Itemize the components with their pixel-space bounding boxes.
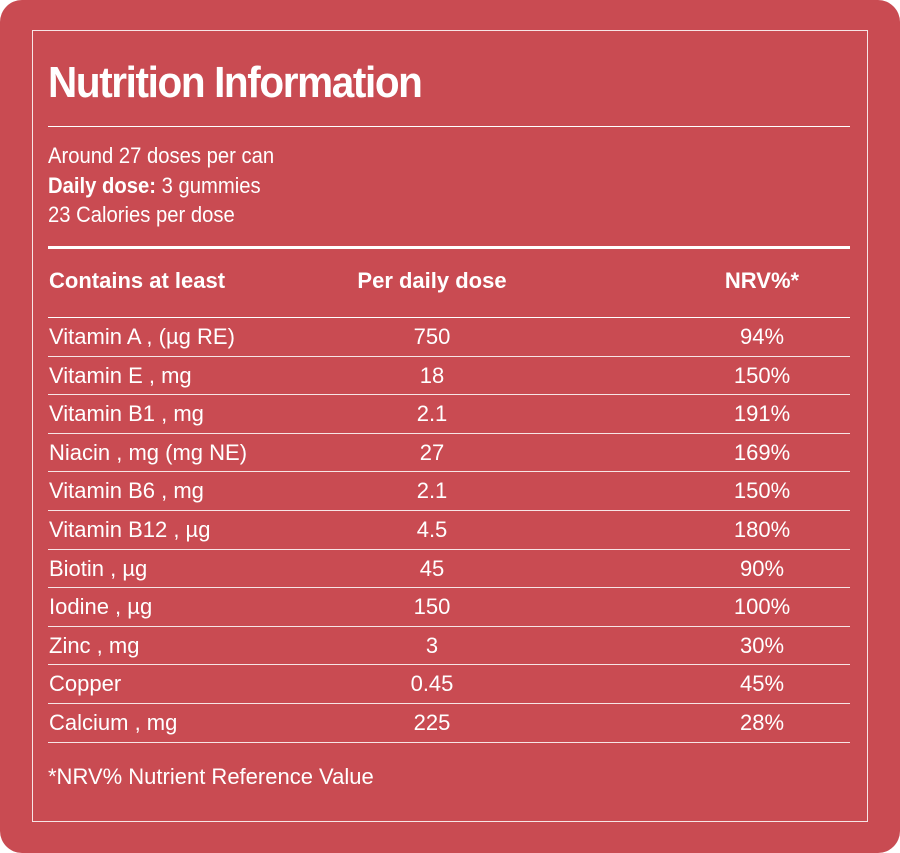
divider-header bbox=[48, 317, 850, 318]
serving-info: Around 27 doses per can Daily dose: 3 gu… bbox=[48, 141, 274, 230]
doses-per-can: Around 27 doses per can bbox=[48, 143, 275, 168]
table-row: Zinc , mg 3 30% bbox=[48, 627, 850, 665]
per-daily-dose-value: 18 bbox=[419, 362, 445, 388]
per-daily-dose-value: 2.1 bbox=[416, 401, 448, 427]
nrv-value: 150% bbox=[733, 478, 791, 504]
header-per-daily-dose: Per daily dose bbox=[357, 268, 507, 293]
nutrient-name: Vitamin B1 , mg bbox=[49, 401, 204, 427]
nrv-value: 30% bbox=[739, 632, 785, 658]
nrv-value: 150% bbox=[733, 362, 791, 388]
nrv-value: 45% bbox=[739, 671, 785, 697]
nrv-value: 191% bbox=[733, 401, 791, 427]
row-divider bbox=[48, 510, 850, 511]
divider-title bbox=[48, 126, 850, 127]
nutrient-name: Vitamin B12 , µg bbox=[49, 517, 211, 542]
divider-thick bbox=[48, 246, 850, 249]
header-nrv: NRV%* bbox=[724, 268, 800, 293]
row-divider bbox=[48, 355, 850, 357]
header-nutrient: Contains at least bbox=[49, 268, 226, 293]
nrv-value: 94% bbox=[739, 324, 785, 349]
nutrient-name: Vitamin A , (µg RE) bbox=[49, 324, 235, 349]
per-daily-dose-value: 45 bbox=[419, 555, 445, 581]
per-daily-dose-value: 0.45 bbox=[410, 671, 454, 697]
per-daily-dose-value: 750 bbox=[413, 324, 451, 349]
page-title: Nutrition Information bbox=[48, 58, 423, 107]
per-daily-dose-value: 4.5 bbox=[416, 517, 448, 542]
per-daily-dose-value: 27 bbox=[419, 439, 445, 465]
nutrient-name: Vitamin E , mg bbox=[49, 362, 192, 388]
nrv-value: 28% bbox=[739, 710, 785, 735]
table-row: Vitamin B12 , µg 4.5 180% bbox=[48, 511, 850, 549]
table-row: Niacin , mg (mg NE) 27 169% bbox=[48, 434, 850, 472]
table-row: Biotin , µg 45 90% bbox=[48, 550, 850, 588]
table-row: Iodine , µg 150 100% bbox=[48, 588, 850, 626]
row-divider bbox=[48, 587, 850, 589]
daily-dose-label: Daily dose: bbox=[48, 172, 156, 198]
table-row: Calcium , mg 225 28% bbox=[48, 704, 850, 742]
per-daily-dose-value: 225 bbox=[413, 710, 451, 735]
row-divider bbox=[48, 625, 850, 627]
nrv-value: 100% bbox=[733, 594, 791, 620]
row-divider bbox=[48, 741, 850, 743]
row-divider bbox=[48, 548, 850, 550]
nutrient-name: Iodine , µg bbox=[49, 594, 153, 620]
row-divider bbox=[48, 664, 850, 666]
per-daily-dose-value: 150 bbox=[413, 594, 451, 620]
nutrient-name: Zinc , mg bbox=[49, 632, 140, 658]
table-row: Vitamin B1 , mg 2.1 191% bbox=[48, 395, 850, 433]
nutrient-name: Calcium , mg bbox=[49, 710, 178, 735]
row-divider bbox=[48, 394, 850, 396]
table-row: Vitamin A , (µg RE) 750 94% bbox=[48, 318, 850, 356]
calories-per-dose: 23 Calories per dose bbox=[48, 202, 235, 227]
nutrient-name: Biotin , µg bbox=[49, 555, 148, 581]
table-row: Copper 0.45 45% bbox=[48, 665, 850, 703]
nrv-value: 180% bbox=[733, 517, 791, 542]
row-divider bbox=[48, 471, 850, 473]
table-row: Vitamin B6 , mg 2.1 150% bbox=[48, 472, 850, 510]
daily-dose: Daily dose: 3 gummies bbox=[48, 171, 274, 201]
per-daily-dose-value: 3 bbox=[425, 632, 439, 658]
row-divider bbox=[48, 432, 850, 434]
nutrient-name: Copper bbox=[49, 671, 122, 697]
footnote: *NRV% Nutrient Reference Value bbox=[48, 764, 374, 789]
nrv-value: 90% bbox=[739, 555, 785, 581]
table-row: Vitamin E , mg 18 150% bbox=[48, 357, 850, 395]
per-daily-dose-value: 2.1 bbox=[416, 478, 448, 504]
daily-dose-value: 3 gummies bbox=[155, 172, 261, 198]
nutrient-name: Niacin , mg (mg NE) bbox=[49, 439, 248, 465]
row-divider bbox=[48, 703, 850, 704]
nrv-value: 169% bbox=[733, 439, 791, 465]
nutrient-name: Vitamin B6 , mg bbox=[49, 478, 204, 504]
card-border bbox=[32, 30, 868, 822]
